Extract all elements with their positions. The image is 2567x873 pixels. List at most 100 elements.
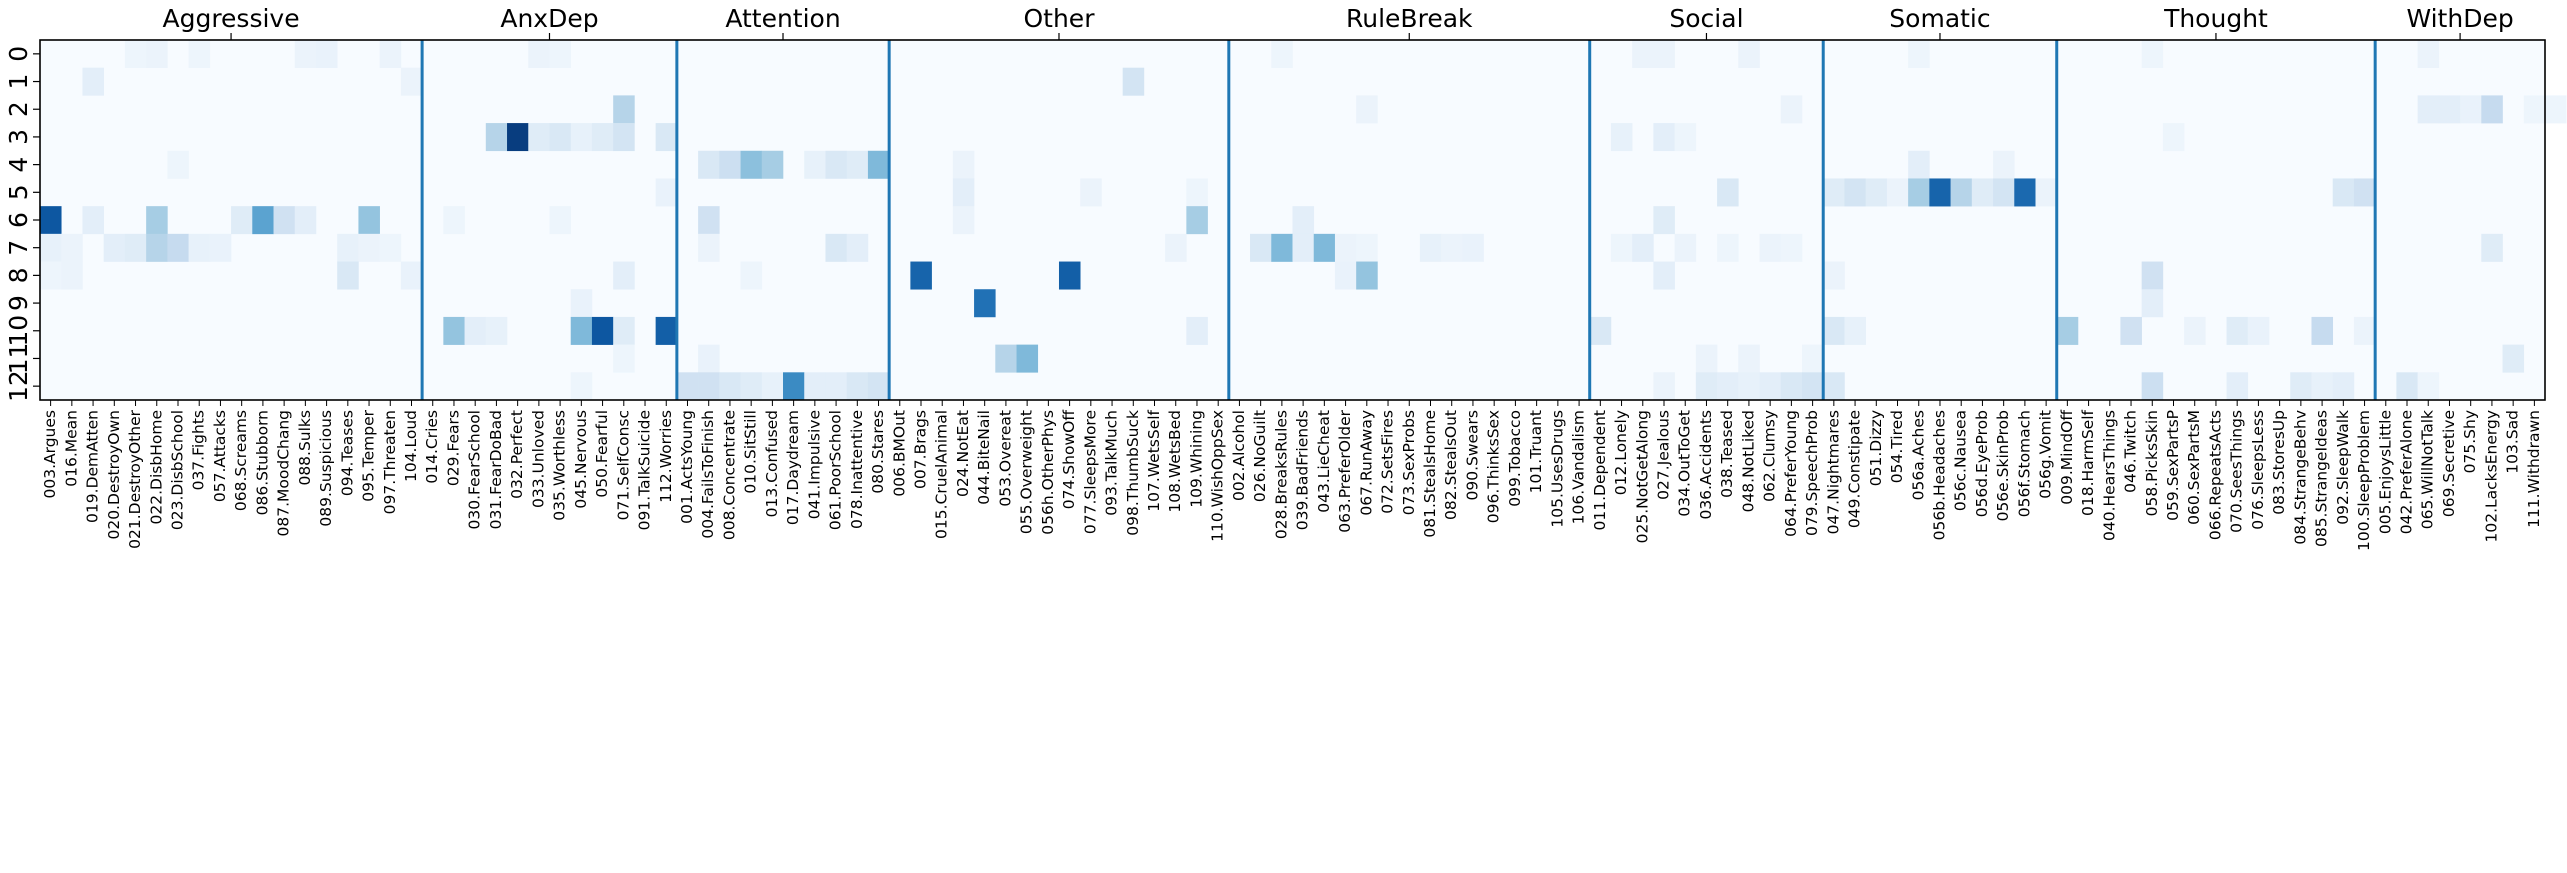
heatmap-cells — [40, 40, 2567, 401]
heatmap-cell — [443, 206, 465, 235]
column-axis: 003.Argues 016.Mean 019.DemAtten 020.Destro… — [41, 400, 2543, 551]
heatmap-cell — [2184, 316, 2206, 345]
heatmap-cell — [698, 233, 720, 262]
top-group-axis: Aggressive AnxDep Attention Other RuleBreak S… — [162, 4, 2514, 40]
heatmap-cell — [846, 372, 869, 401]
heatmap-cell — [2226, 372, 2249, 401]
heatmap-cell — [485, 123, 508, 152]
heatmap-cell — [1929, 178, 1951, 207]
row-label: 8 — [4, 267, 33, 283]
heatmap-cell — [1632, 40, 1654, 68]
column-label: 049.Constipate — [1846, 410, 1864, 528]
heatmap-cell — [379, 40, 402, 68]
column-label: 089.Suspicious — [317, 410, 335, 527]
heatmap-cell — [2311, 372, 2334, 401]
heatmap-cell — [2014, 178, 2036, 207]
heatmap-cell — [1971, 178, 1994, 207]
group-label: WithDep — [2406, 4, 2513, 33]
heatmap-cell — [146, 206, 168, 235]
heatmap-cell — [1356, 233, 1378, 262]
column-label: 017.Daydream — [784, 410, 802, 525]
column-label: 097.Threaten — [381, 410, 399, 514]
heatmap-cell — [1695, 372, 1718, 401]
heatmap-cell — [1950, 178, 1973, 207]
heatmap-cell — [358, 206, 380, 235]
column-label: 064.PreferYoung — [1782, 410, 1800, 537]
group-dividers — [420, 40, 2377, 400]
heatmap-cell — [2290, 372, 2312, 401]
heatmap-cell — [613, 344, 635, 373]
heatmap-cell — [1674, 233, 1697, 262]
column-label: 087.MoodChang — [275, 410, 293, 537]
heatmap-cell — [2353, 178, 2376, 207]
column-label: 056a.Aches — [1909, 410, 1927, 500]
heatmap-cell — [1165, 233, 1187, 262]
heatmap-cell — [379, 233, 402, 262]
column-label: 056h.OtherPhys — [1039, 410, 1057, 535]
heatmap-cell — [2311, 316, 2334, 345]
heatmap-cell — [1334, 261, 1357, 290]
heatmap-cell — [804, 150, 826, 179]
column-label: 057.Attacks — [211, 410, 229, 502]
column-label: 062.Clumsy — [1761, 410, 1779, 502]
column-label: 079.SpeechProb — [1803, 410, 1821, 536]
heatmap-cell — [761, 150, 784, 179]
heatmap-cell — [2481, 95, 2503, 124]
heatmap-cell — [209, 233, 232, 262]
column-label: 020.DestroyOwn — [105, 410, 123, 540]
column-label: 051.Dizzy — [1867, 410, 1885, 486]
column-label: 086.Stubborn — [253, 410, 271, 515]
heatmap-cell — [294, 206, 317, 235]
heatmap-cell — [1122, 67, 1145, 96]
heatmap-cell — [570, 123, 593, 152]
heatmap-cell — [570, 289, 593, 318]
heatmap-cell — [2141, 372, 2164, 401]
heatmap-cell — [867, 372, 890, 401]
heatmap-cell — [103, 233, 126, 262]
column-label: 003.Argues — [41, 410, 59, 499]
heatmap-cell — [570, 372, 593, 401]
heatmap-cell — [1844, 178, 1866, 207]
heatmap-cell — [61, 233, 83, 262]
column-label: 009.MindOff — [2058, 410, 2076, 505]
row-label: 5 — [4, 184, 33, 200]
heatmap-cell — [485, 316, 508, 345]
heatmap-cell — [337, 261, 359, 290]
heatmap-cell — [1844, 316, 1866, 345]
column-label: 066.RepeatsActs — [2206, 410, 2224, 540]
heatmap-cell — [1823, 261, 1845, 290]
column-label: 110.WishOppSex — [1209, 410, 1227, 542]
heatmap-cell — [1780, 233, 1803, 262]
group-label: AnxDep — [500, 4, 598, 33]
heatmap-cell — [952, 178, 975, 207]
heatmap-cell — [1801, 372, 1824, 401]
heatmap-cell — [825, 372, 847, 401]
heatmap-cell — [1823, 316, 1845, 345]
column-label: 038.Teased — [1718, 410, 1736, 498]
heatmap-cell — [1653, 123, 1675, 152]
group-label: Other — [1023, 4, 1095, 33]
column-label: 037.Fights — [190, 410, 208, 490]
column-label: 045.Nervous — [572, 410, 590, 509]
heatmap-cell — [1823, 372, 1845, 401]
group-label: Thought — [2163, 4, 2268, 33]
heatmap-cell — [2417, 95, 2440, 124]
heatmap-cell — [740, 261, 763, 290]
heatmap-cell — [1610, 123, 1633, 152]
heatmap-cell — [825, 150, 847, 179]
heatmap-cell — [1717, 372, 1739, 401]
heatmap-cell — [549, 123, 572, 152]
heatmap-cell — [124, 40, 147, 68]
column-label: 007.Brags — [911, 410, 929, 489]
heatmap-cell — [124, 233, 147, 262]
row-label: 10 — [4, 315, 33, 347]
column-label: 048.NotLiked — [1739, 410, 1757, 512]
column-label: 056f.Stomach — [2015, 410, 2033, 517]
group-label: Social — [1669, 4, 1743, 33]
column-label: 024.NotEat — [954, 410, 972, 497]
heatmap-cell — [1738, 344, 1760, 373]
group-label: Somatic — [1889, 4, 1990, 33]
column-label: 050.Fearful — [593, 410, 611, 498]
column-label: 056g.Vomit — [2037, 410, 2055, 499]
